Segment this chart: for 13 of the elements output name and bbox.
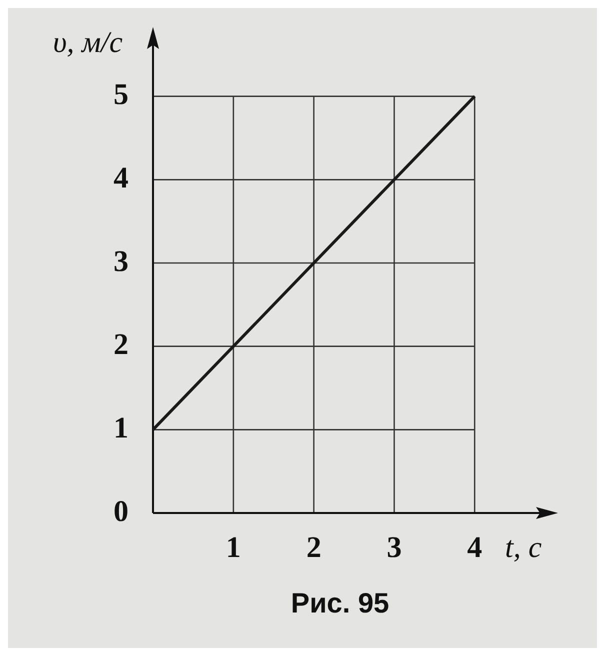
x-axis-title: t, с [505,530,542,564]
x-tick-label: 1 [226,530,241,564]
y-tick-label: 3 [114,244,128,278]
y-tick-label: 1 [114,411,128,444]
x-tick-label: 2 [306,530,322,564]
y-tick-label: 2 [114,328,128,362]
y-axis-title: υ, м/с [53,26,123,59]
x-tick-label: 3 [386,530,402,564]
text: Рис. 95 [290,588,390,619]
y-tick-label: 5 [114,78,128,112]
y-tick-label: 4 [114,161,128,194]
x-tick-label: 4 [467,530,482,564]
y-tick-label: 0 [114,494,128,528]
